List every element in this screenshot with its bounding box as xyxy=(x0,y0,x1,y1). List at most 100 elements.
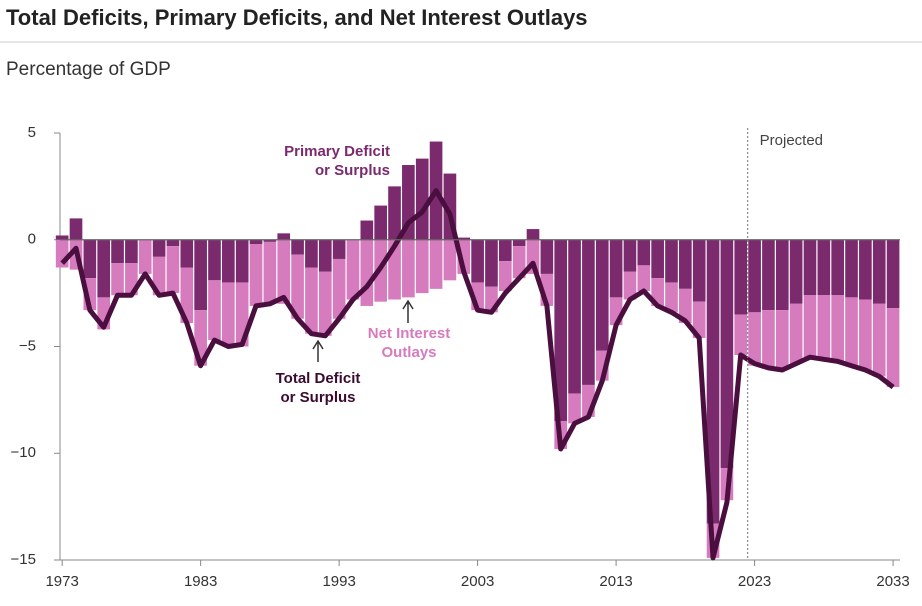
x-tick-label: 1993 xyxy=(322,573,355,590)
interest-bar xyxy=(360,239,374,306)
y-tick-label: 5 xyxy=(28,124,36,141)
primary-bar xyxy=(595,239,609,351)
interest-bar xyxy=(277,239,291,304)
primary-bar xyxy=(415,158,429,240)
interest-bar xyxy=(498,261,512,291)
interest-bar xyxy=(568,393,581,424)
interest-bar xyxy=(111,263,124,296)
primary-bar xyxy=(125,239,138,264)
primary-bar xyxy=(291,239,304,255)
y-tick-label: 0 xyxy=(28,231,36,248)
primary-bar xyxy=(277,233,291,240)
interest-bar xyxy=(623,271,637,300)
interest-bar xyxy=(775,310,789,370)
interest-bar xyxy=(402,239,415,298)
primary-bar xyxy=(817,239,831,296)
primary-bar xyxy=(111,239,124,264)
primary-bar xyxy=(388,186,401,240)
primary-bar xyxy=(665,239,678,283)
interest-bar xyxy=(831,295,845,362)
primary-bar xyxy=(859,239,872,300)
x-tick-label: 1973 xyxy=(45,573,78,590)
interest-bar xyxy=(249,244,263,306)
interest-bar xyxy=(291,254,304,319)
interest-bar xyxy=(886,308,900,388)
primary-bar xyxy=(69,218,83,240)
primary-bar xyxy=(692,239,706,302)
interest-bar xyxy=(332,258,346,319)
interest-bar xyxy=(222,282,235,347)
annotation-arrow xyxy=(402,299,414,323)
chart-subtitle: Percentage of GDP xyxy=(6,59,171,80)
interest-bar xyxy=(803,295,817,358)
interest-bar xyxy=(762,310,775,368)
interest-bar xyxy=(443,239,457,281)
primary-bar xyxy=(526,229,540,240)
primary-bar xyxy=(609,239,623,298)
primary-bar xyxy=(83,239,97,279)
interest-bar xyxy=(734,314,748,356)
primary-bar xyxy=(457,237,471,240)
primary-bar xyxy=(789,239,803,304)
series-label: Outlays xyxy=(381,344,436,361)
interest-bar xyxy=(859,299,872,370)
interest-bar xyxy=(429,239,443,289)
primary-bar xyxy=(872,239,886,304)
y-tick-label: −15 xyxy=(11,551,36,568)
primary-bar xyxy=(194,239,207,311)
primary-bar xyxy=(554,239,568,422)
series-label: Primary Deficit xyxy=(284,143,390,160)
primary-bar xyxy=(540,239,554,274)
interest-bar xyxy=(512,246,526,279)
interest-bar xyxy=(415,239,429,294)
series-label: or Surplus xyxy=(315,162,390,179)
plot-area: 5 0 −5 −10 −15 1973 1983 1993 2003 2013 2023 2033 Pr… xyxy=(11,124,910,590)
chart-title: Total Deficits, Primary Deficits, and Ne… xyxy=(6,5,588,30)
primary-bar xyxy=(55,235,69,240)
total-line xyxy=(60,188,895,561)
primary-bar xyxy=(748,239,761,313)
primary-bar xyxy=(734,239,748,315)
primary-bar xyxy=(886,239,900,309)
primary-bar xyxy=(637,239,651,266)
interest-bar xyxy=(55,239,69,268)
primary-bar xyxy=(97,239,111,298)
primary-bar xyxy=(235,239,249,283)
interest-bar xyxy=(692,301,706,338)
primary-bar xyxy=(720,239,734,469)
x-tick-label: 2033 xyxy=(876,573,909,590)
primary-bar xyxy=(706,239,720,524)
interest-bar xyxy=(817,295,831,360)
interest-bar xyxy=(152,256,166,296)
series-label: Total Deficit xyxy=(276,370,361,387)
interest-bar xyxy=(318,271,332,336)
projection-label: Projected xyxy=(760,132,823,149)
x-tick-label: 1983 xyxy=(184,573,217,590)
primary-bar xyxy=(775,239,789,311)
series-label: or Surplus xyxy=(280,389,355,406)
primary-bar xyxy=(152,239,166,257)
interest-bar xyxy=(665,282,678,313)
x-tick-label: 2013 xyxy=(599,573,632,590)
primary-bar xyxy=(263,239,277,242)
primary-bar xyxy=(582,239,595,385)
interest-bar xyxy=(679,288,692,324)
primary-bar xyxy=(166,239,180,247)
primary-bar xyxy=(512,239,526,247)
primary-bar xyxy=(332,239,346,259)
interest-bar xyxy=(138,239,152,274)
primary-bar xyxy=(305,239,318,268)
interest-bar xyxy=(208,280,221,341)
interest-bar xyxy=(637,265,651,291)
primary-bar xyxy=(360,220,374,240)
primary-bar xyxy=(831,239,845,296)
primary-bar xyxy=(374,205,387,240)
primary-bar xyxy=(498,239,512,262)
y-tick-label: −5 xyxy=(19,337,36,354)
primary-bar xyxy=(485,239,498,287)
primary-bar xyxy=(180,239,194,268)
interest-bar xyxy=(872,303,886,377)
primary-bar xyxy=(471,239,484,283)
primary-bar xyxy=(845,239,858,298)
